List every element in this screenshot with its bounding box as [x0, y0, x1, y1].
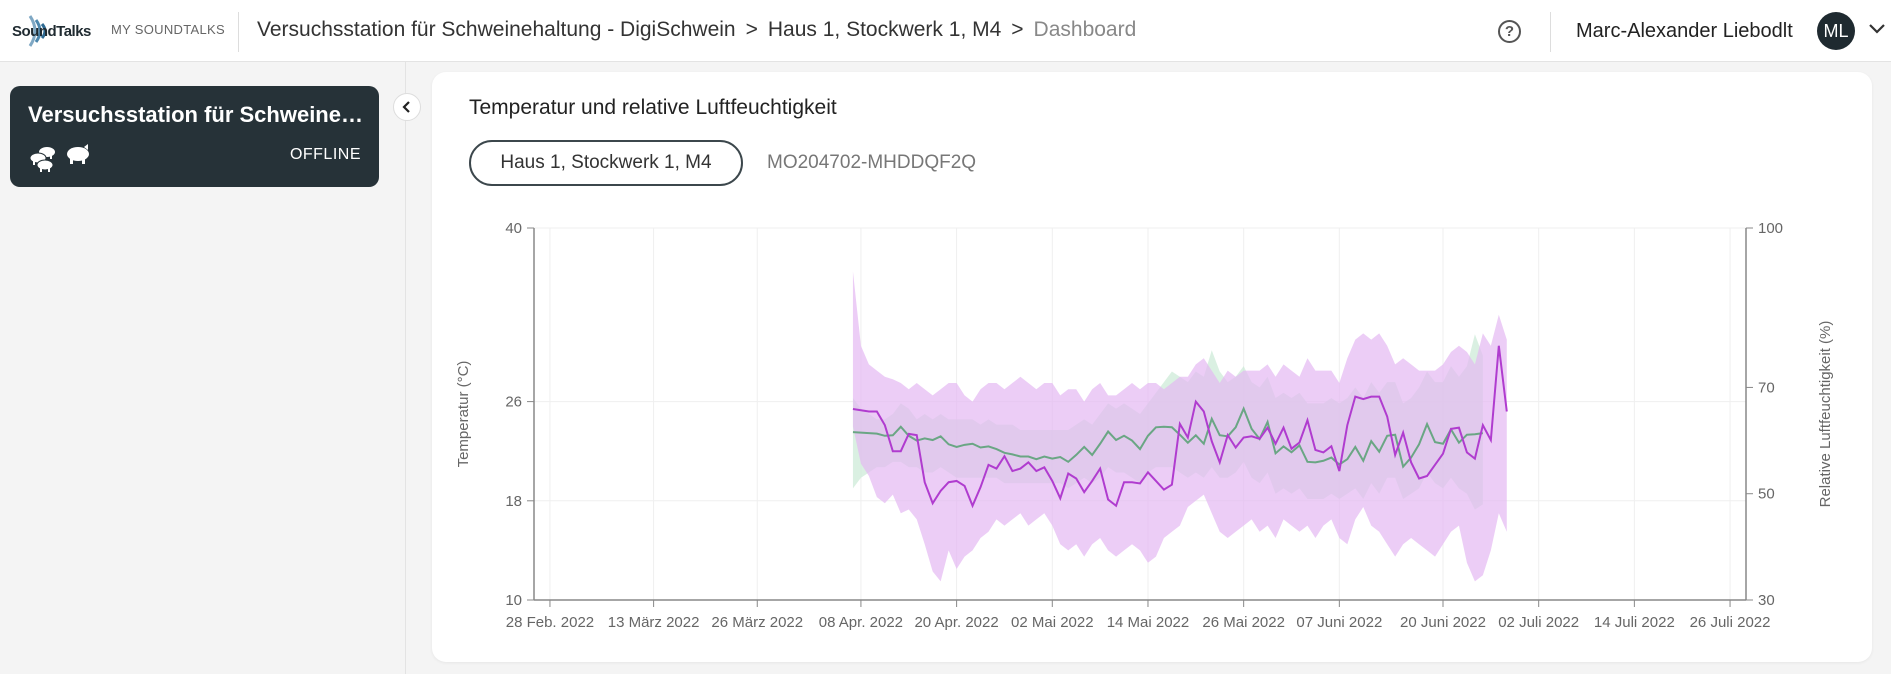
x-tick-label: 20 Juni 2022 — [1400, 614, 1486, 631]
x-tick-label: 26 März 2022 — [711, 614, 803, 631]
x-tick-label: 02 Mai 2022 — [1011, 614, 1094, 631]
x-tick-label: 26 Juli 2022 — [1690, 614, 1771, 631]
y-tick-label-right: 70 — [1758, 379, 1775, 396]
tab-device[interactable]: MO204702-MHDDQF2Q — [767, 152, 977, 173]
y-axis-label-left: Temperatur (°C) — [455, 361, 472, 468]
divider — [238, 12, 239, 52]
x-tick-label: 26 Mai 2022 — [1202, 614, 1285, 631]
y-tick-label-left: 26 — [505, 394, 522, 411]
farm-card[interactable]: Versuchsstation für Schweineh... OFFLINE — [10, 86, 379, 187]
y-tick-label-left: 18 — [505, 493, 522, 510]
farm-icons — [28, 144, 92, 172]
y-tick-label-right: 50 — [1758, 486, 1775, 503]
tab-room[interactable]: Haus 1, Stockwerk 1, M4 — [469, 140, 743, 186]
breadcrumb-farm[interactable]: Versuchsstation für Schweinehaltung - Di… — [257, 18, 736, 41]
divider — [1550, 12, 1551, 52]
y-axis-label-right: Relative Luftfeuchtigkeit (%) — [1817, 321, 1834, 508]
avatar[interactable]: ML — [1817, 12, 1855, 50]
user-name[interactable]: Marc-Alexander Liebodlt — [1576, 20, 1793, 42]
humidity-line — [852, 406, 1484, 469]
temperature-line — [852, 345, 1508, 509]
x-tick-label: 08 Apr. 2022 — [819, 614, 903, 631]
x-tick-label: 14 Juli 2022 — [1594, 614, 1675, 631]
collapse-sidebar-button[interactable] — [393, 93, 421, 121]
breadcrumb-separator: > — [1011, 18, 1024, 41]
sound-waves-icon — [28, 15, 47, 47]
chart-card: Temperatur und relative Luftfeuchtigkeit… — [432, 72, 1872, 662]
help-icon[interactable]: ? — [1498, 20, 1521, 43]
y-tick-label-left: 10 — [505, 592, 522, 609]
y-tick-label-right: 100 — [1758, 220, 1783, 237]
status-badge: OFFLINE — [289, 146, 361, 163]
breadcrumb-separator: > — [745, 18, 758, 41]
pig-icon — [67, 144, 89, 164]
logo-text: SoundTalks — [12, 22, 91, 40]
breadcrumb: Versuchsstation für Schweinehaltung - Di… — [257, 18, 1136, 42]
chevron-left-icon — [402, 101, 410, 113]
x-tick-label: 28 Feb. 2022 — [506, 614, 594, 631]
sidebar: Versuchsstation für Schweineh... OFFLINE — [0, 62, 406, 674]
x-tick-label: 02 Juli 2022 — [1498, 614, 1579, 631]
x-tick-label: 13 März 2022 — [608, 614, 700, 631]
card-title: Temperatur und relative Luftfeuchtigkeit — [469, 96, 837, 119]
soundtalks-logo[interactable]: SoundTalks — [10, 12, 94, 50]
x-tick-label: 20 Apr. 2022 — [914, 614, 998, 631]
x-tick-label: 07 Juni 2022 — [1296, 614, 1382, 631]
app-name[interactable]: MY SOUNDTALKS — [111, 22, 225, 37]
breadcrumb-room[interactable]: Haus 1, Stockwerk 1, M4 — [767, 18, 1002, 41]
x-tick-label: 14 Mai 2022 — [1107, 614, 1190, 631]
top-bar: SoundTalks MY SOUNDTALKS Versuchsstation… — [0, 0, 1891, 62]
y-tick-label-left: 40 — [505, 220, 522, 237]
pig-group-icon — [29, 147, 55, 172]
y-tick-label-right: 30 — [1758, 592, 1775, 609]
breadcrumb-current: Dashboard — [1033, 18, 1137, 41]
chevron-down-icon[interactable] — [1868, 22, 1886, 36]
